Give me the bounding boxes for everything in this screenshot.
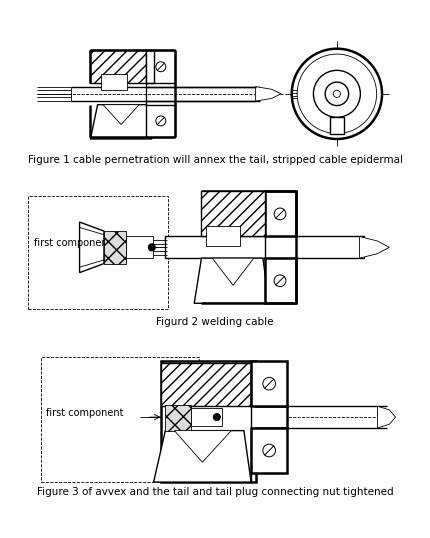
Circle shape (292, 49, 382, 139)
Bar (146, 105, 175, 137)
Polygon shape (212, 258, 254, 285)
Bar (206, 225, 240, 245)
Circle shape (156, 62, 166, 72)
Bar (202, 192, 264, 237)
Polygon shape (175, 430, 231, 462)
Polygon shape (103, 105, 139, 124)
Polygon shape (359, 237, 389, 258)
Circle shape (263, 377, 276, 390)
Polygon shape (80, 222, 104, 273)
Circle shape (333, 90, 341, 97)
Bar (161, 363, 251, 406)
Bar (41, 357, 199, 482)
Circle shape (325, 82, 349, 105)
Circle shape (213, 414, 221, 421)
Circle shape (156, 116, 166, 126)
Circle shape (297, 54, 377, 133)
Bar (251, 361, 287, 406)
Bar (28, 196, 168, 309)
Circle shape (274, 208, 286, 220)
Polygon shape (330, 117, 344, 133)
Text: first component: first component (34, 238, 111, 248)
Polygon shape (161, 361, 287, 482)
Circle shape (274, 275, 286, 287)
Bar (166, 237, 364, 258)
Bar (251, 428, 287, 473)
Bar (126, 237, 153, 258)
Text: Figure 1 cable pernetration will annex the tail, stripped cable epidermal: Figure 1 cable pernetration will annex t… (28, 155, 402, 165)
Bar (90, 51, 154, 83)
Bar (264, 258, 296, 303)
Bar (90, 51, 154, 83)
Circle shape (263, 444, 276, 457)
Bar (202, 192, 264, 237)
Polygon shape (194, 258, 269, 303)
Polygon shape (154, 430, 251, 482)
Circle shape (313, 70, 360, 117)
Polygon shape (90, 105, 152, 139)
Circle shape (148, 244, 155, 251)
Text: first component: first component (46, 408, 124, 417)
Bar (146, 51, 175, 83)
Bar (161, 363, 251, 406)
Text: Figurd 2 welding cable: Figurd 2 welding cable (156, 317, 274, 327)
Polygon shape (378, 406, 396, 428)
Bar (104, 231, 126, 264)
Polygon shape (255, 87, 281, 101)
Text: Figure 3 of avvex and the tail and tail plug connecting nut tightened: Figure 3 of avvex and the tail and tail … (37, 487, 393, 497)
Bar (166, 405, 190, 430)
Bar (264, 192, 296, 237)
Bar (190, 408, 222, 426)
Bar (101, 74, 126, 90)
